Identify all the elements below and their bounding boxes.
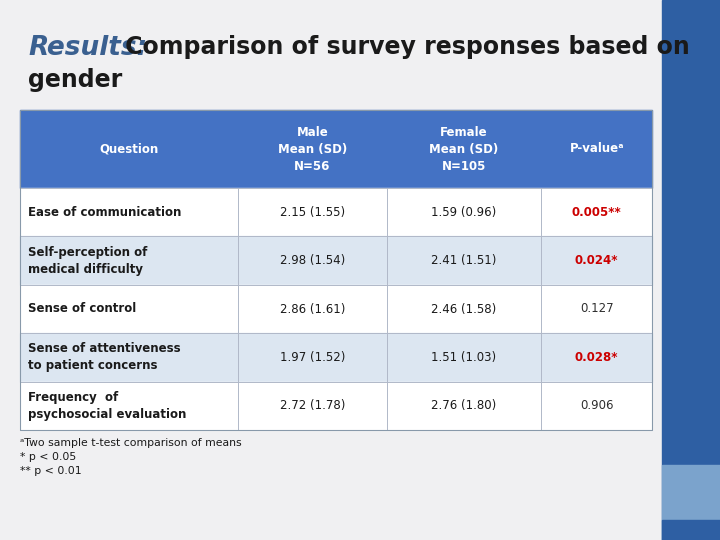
Text: ᵃTwo sample t-test comparison of means
* p < 0.05
** p < 0.01: ᵃTwo sample t-test comparison of means *… [20,438,242,476]
Bar [20,188,652,237]
Text: 0.024*: 0.024* [575,254,618,267]
Text: P-valueᵃ: P-valueᵃ [570,143,624,156]
Text: 1.59 (0.96): 1.59 (0.96) [431,206,497,219]
Text: 0.005**: 0.005** [572,206,621,219]
Text: 2.86 (1.61): 2.86 (1.61) [279,302,345,315]
Bar [20,110,652,430]
Text: 2.41 (1.51): 2.41 (1.51) [431,254,497,267]
Bar [20,382,652,430]
Text: 0.028*: 0.028* [575,351,618,364]
Bar [20,237,652,285]
Bar [20,285,652,333]
Bar [662,465,720,540]
Bar [662,520,720,540]
Text: Frequency  of
psychosocial evaluation: Frequency of psychosocial evaluation [28,391,186,421]
Bar [20,333,652,382]
Bar [20,110,652,188]
Bar [662,0,720,540]
Text: 0.127: 0.127 [580,302,613,315]
Text: 2.98 (1.54): 2.98 (1.54) [279,254,345,267]
Text: 2.72 (1.78): 2.72 (1.78) [279,399,345,413]
Text: Male
Mean (SD)
N=56: Male Mean (SD) N=56 [278,125,347,172]
Text: Results:: Results: [28,35,147,61]
Text: Sense of control: Sense of control [28,302,136,315]
Text: 2.76 (1.80): 2.76 (1.80) [431,399,497,413]
Text: Self-perception of
medical difficulty: Self-perception of medical difficulty [28,246,148,275]
Text: gender: gender [28,68,122,92]
Text: 2.15 (1.55): 2.15 (1.55) [280,206,345,219]
Text: Female
Mean (SD)
N=105: Female Mean (SD) N=105 [429,125,499,172]
Text: 1.97 (1.52): 1.97 (1.52) [279,351,345,364]
Text: Question: Question [99,143,158,156]
Text: 1.51 (1.03): 1.51 (1.03) [431,351,497,364]
Text: Comparison of survey responses based on: Comparison of survey responses based on [117,35,690,59]
Text: 2.46 (1.58): 2.46 (1.58) [431,302,497,315]
Text: Ease of communication: Ease of communication [28,206,181,219]
Text: Sense of attentiveness
to patient concerns: Sense of attentiveness to patient concer… [28,342,181,373]
Text: 0.906: 0.906 [580,399,613,413]
